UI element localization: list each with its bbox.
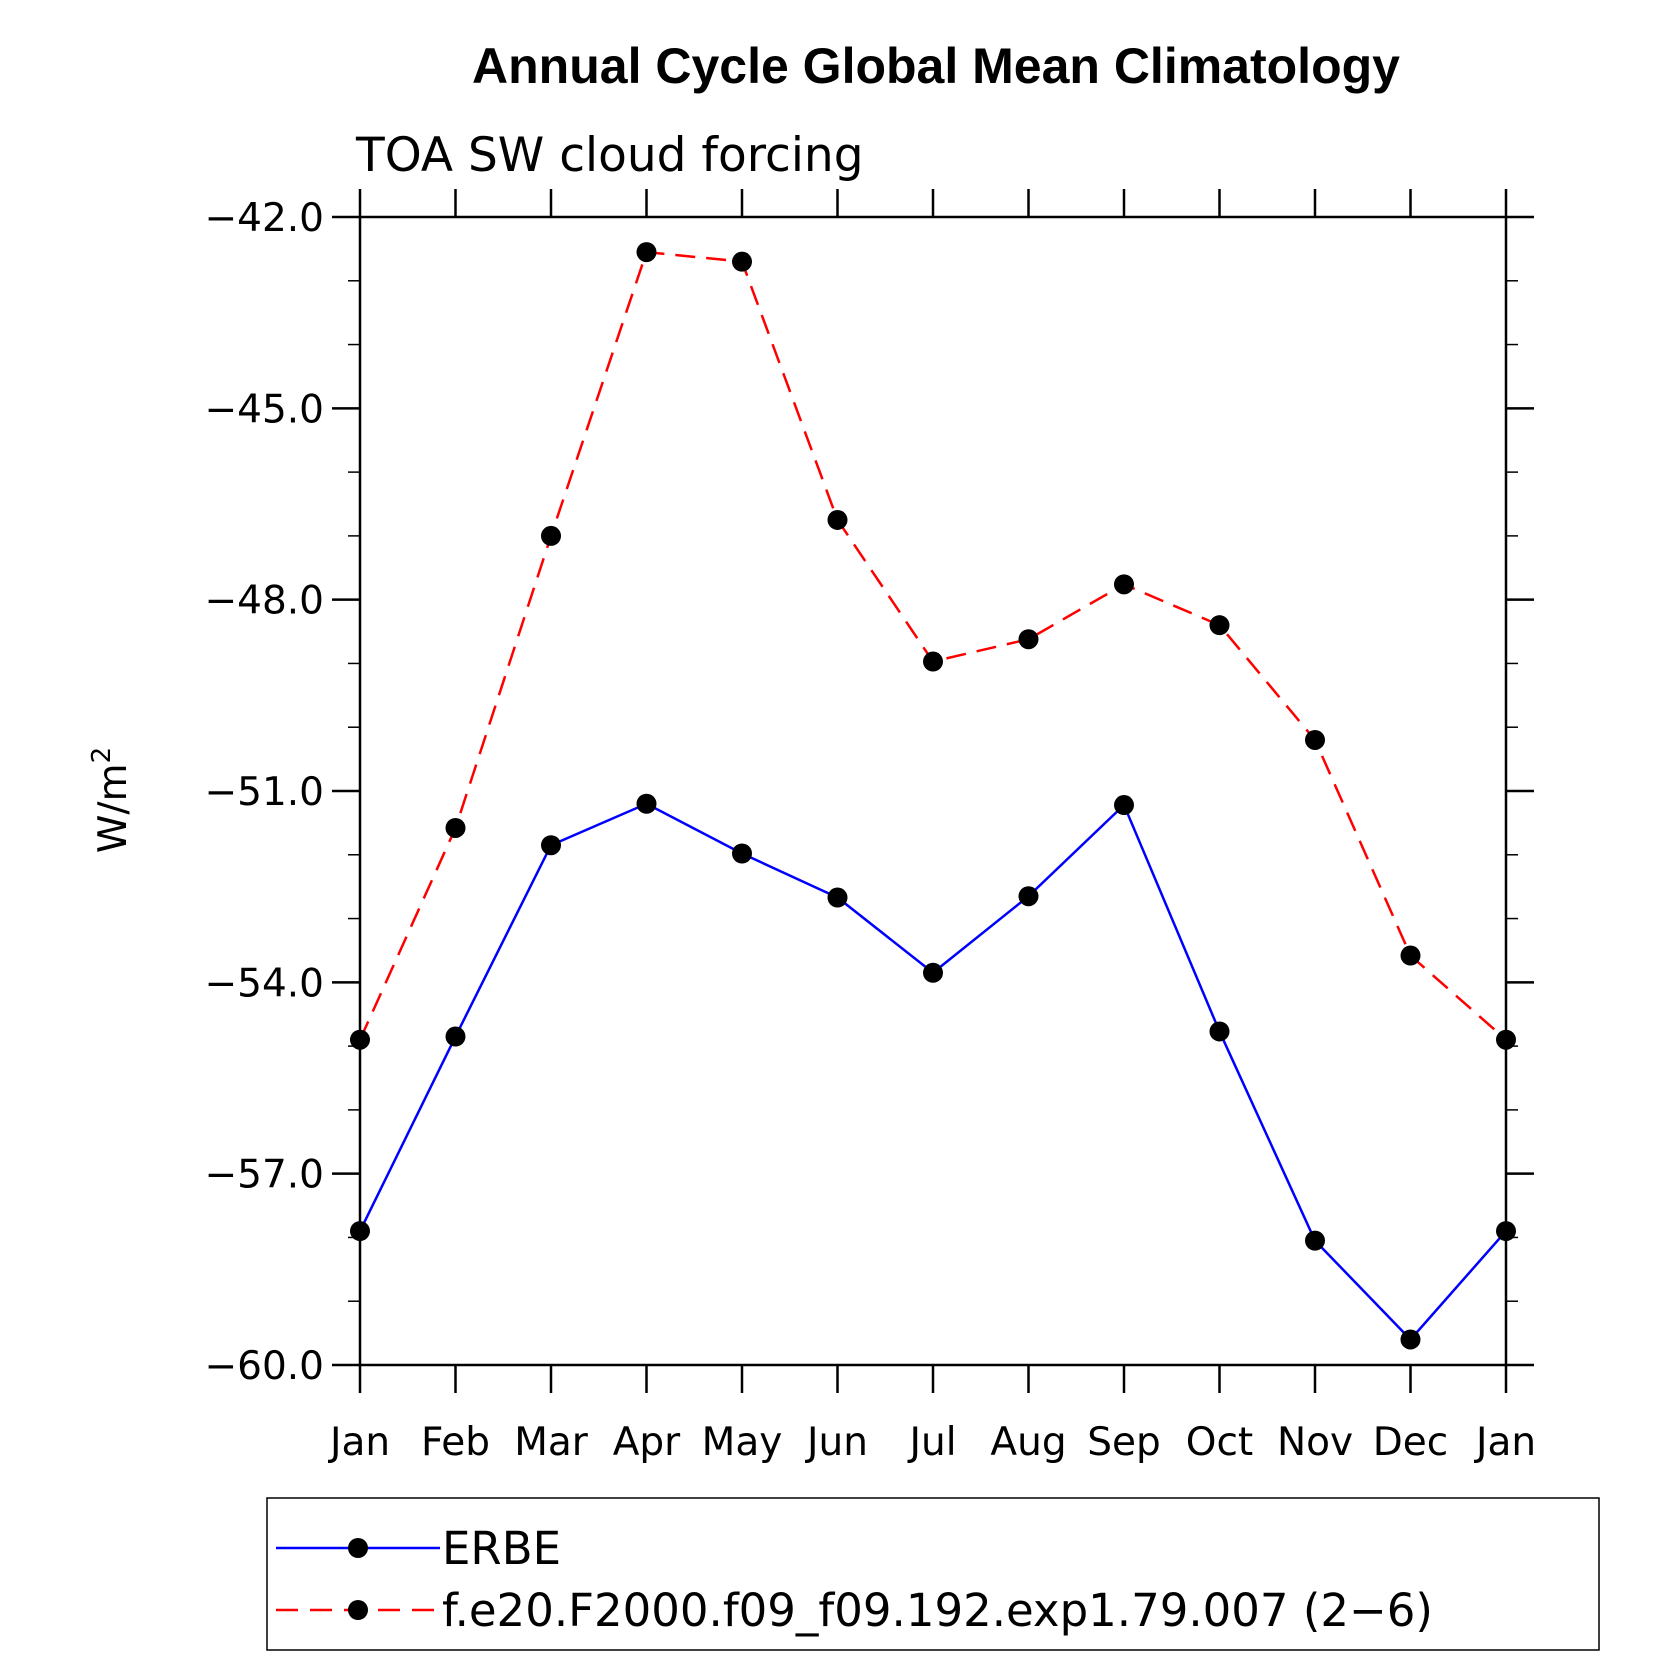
data-point-series-1 [1114,795,1134,816]
x-tick-label: Jun [804,1420,868,1465]
svg-text:W/m2: W/m2 [87,747,136,853]
chart-title: Annual Cycle Global Mean Climatology [472,38,1400,94]
y-tick-label: −57.0 [204,1153,324,1198]
legend-marker-1 [348,1538,368,1558]
data-point-series-1 [445,1026,466,1047]
x-tick-label: Sep [1087,1420,1161,1465]
x-tick-label: Jul [906,1420,956,1465]
x-tick-label: Mar [514,1420,589,1465]
x-tick-label: Aug [990,1420,1066,1465]
data-point-series-2 [636,242,657,263]
data-point-series-2 [732,251,752,272]
major-ticks [332,189,1534,1393]
series-lines [358,250,1507,1342]
x-tick-label: May [702,1420,783,1465]
data-point-series-2 [923,651,943,672]
legend-box [266,1497,1600,1651]
x-tick-label: Feb [421,1420,490,1465]
series-line-1 [358,802,1507,1342]
legend: ERBE f.e20.F2000.f09_f09.192.exp1.79.007 … [266,1497,1600,1651]
data-point-series-1 [1400,1329,1421,1350]
data-point-series-1 [1209,1021,1230,1042]
data-point-series-1 [923,962,943,983]
x-tick-label: Oct [1186,1420,1253,1465]
data-point-series-2 [541,525,561,546]
data-point-series-2 [1018,629,1039,650]
y-tick-label: −54.0 [204,961,324,1006]
x-tick-label: Dec [1373,1420,1448,1465]
data-point-series-1 [1018,886,1039,907]
data-point-series-2 [445,817,466,838]
y-axis-label-text: W/m [91,763,136,853]
series-markers [350,242,1516,1350]
data-point-series-1 [1305,1230,1325,1251]
data-point-series-2 [1400,945,1421,966]
data-point-series-2 [1209,615,1230,636]
legend-label-1: ERBE [442,1522,561,1575]
legend-marker-2 [348,1600,368,1620]
series-line-2 [358,250,1507,1041]
y-tick-label: −60.0 [204,1344,324,1389]
legend-entries: ERBE f.e20.F2000.f09_f09.192.exp1.79.007 … [276,1522,1433,1637]
y-tick-labels: −60.0 −57.0 −54.0 −51.0 −48.0 −45.0 −42.0 [204,196,324,1389]
chart-subtitle: TOA SW cloud forcing [355,128,864,183]
minor-ticks [348,216,1518,1366]
data-point-series-1 [636,793,657,814]
x-tick-label: Jan [327,1420,390,1465]
data-point-series-1 [541,835,561,856]
y-tick-label: −42.0 [204,196,324,241]
y-tick-label: −45.0 [204,387,324,432]
data-point-series-1 [732,843,752,864]
y-tick-label: −48.0 [204,579,324,624]
x-tick-label: Jan [1473,1420,1536,1465]
data-point-series-2 [1114,574,1134,595]
y-tick-label: −51.0 [204,770,324,815]
x-tick-labels: Jan Feb Mar Apr May Jun Jul Aug Sep Oct Nov Dec Jan [327,1420,1536,1465]
plot-frame [358,215,1508,1367]
data-point-series-1 [827,887,848,908]
x-tick-label: Apr [613,1420,681,1465]
legend-label-2: f.e20.F2000.f09_f09.192.exp1.79.007 (2−6… [442,1584,1433,1637]
y-axis-label-superscript: 2 [87,747,117,764]
data-point-series-2 [827,509,848,530]
data-point-series-2 [1305,729,1325,750]
y-axis-label: W/m2 [87,747,136,853]
x-tick-label: Nov [1277,1420,1353,1465]
